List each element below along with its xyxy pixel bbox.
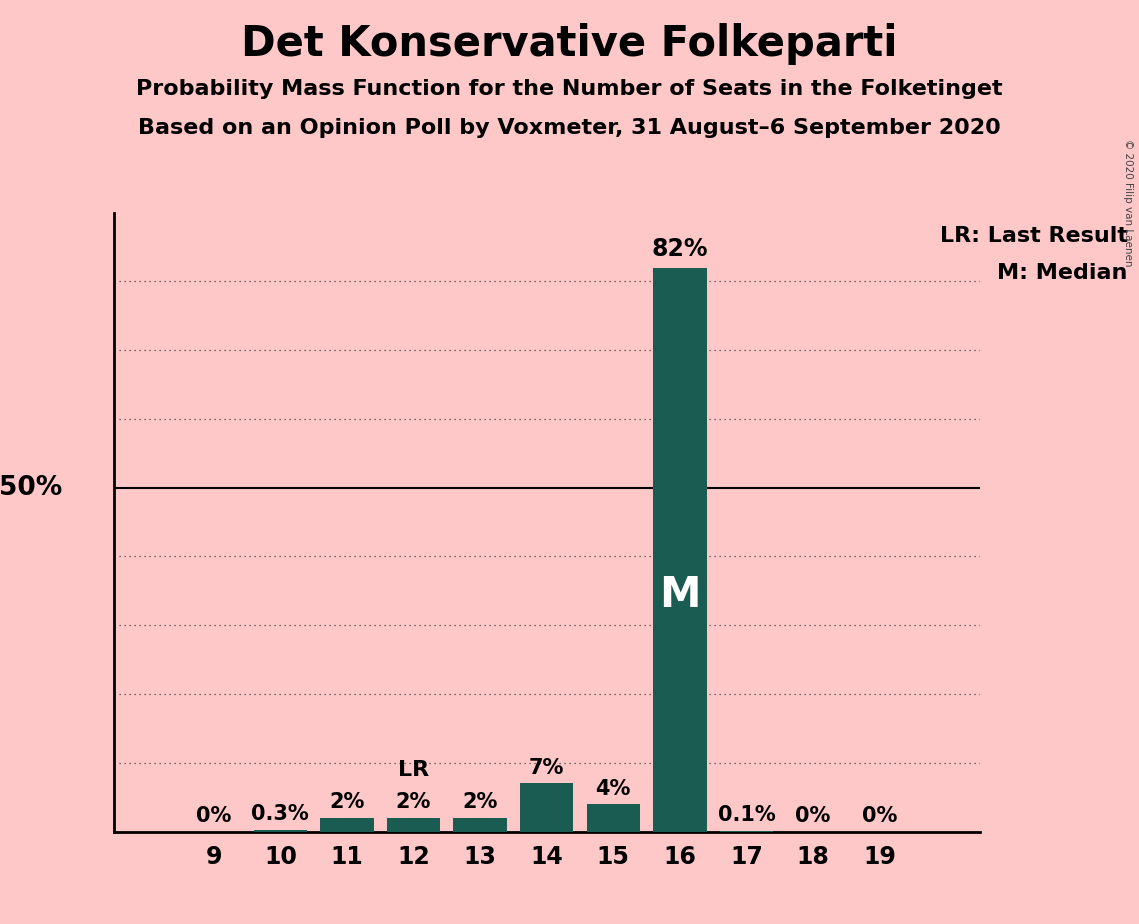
Text: M: M xyxy=(659,574,700,615)
Bar xyxy=(587,804,640,832)
Text: Det Konservative Folkeparti: Det Konservative Folkeparti xyxy=(241,23,898,65)
Bar xyxy=(453,818,507,832)
Text: 0.3%: 0.3% xyxy=(252,804,310,824)
Text: © 2020 Filip van Laenen: © 2020 Filip van Laenen xyxy=(1123,139,1133,266)
Text: 4%: 4% xyxy=(596,779,631,798)
Bar xyxy=(521,784,573,832)
Text: 0%: 0% xyxy=(196,806,231,826)
Text: 50%: 50% xyxy=(0,475,62,501)
Text: LR: Last Result: LR: Last Result xyxy=(940,226,1128,247)
Bar xyxy=(254,830,308,832)
Text: 2%: 2% xyxy=(329,793,364,812)
Bar xyxy=(654,268,706,832)
Bar xyxy=(320,818,374,832)
Text: Probability Mass Function for the Number of Seats in the Folketinget: Probability Mass Function for the Number… xyxy=(137,79,1002,99)
Text: 0%: 0% xyxy=(862,806,898,826)
Text: 7%: 7% xyxy=(528,758,565,778)
Text: 0%: 0% xyxy=(795,806,830,826)
Text: Based on an Opinion Poll by Voxmeter, 31 August–6 September 2020: Based on an Opinion Poll by Voxmeter, 31… xyxy=(138,118,1001,139)
Text: 2%: 2% xyxy=(396,793,432,812)
Text: 0.1%: 0.1% xyxy=(718,806,776,825)
Text: LR: LR xyxy=(398,760,429,780)
Bar xyxy=(387,818,440,832)
Text: 82%: 82% xyxy=(652,237,708,261)
Text: M: Median: M: Median xyxy=(998,263,1128,284)
Text: 2%: 2% xyxy=(462,793,498,812)
